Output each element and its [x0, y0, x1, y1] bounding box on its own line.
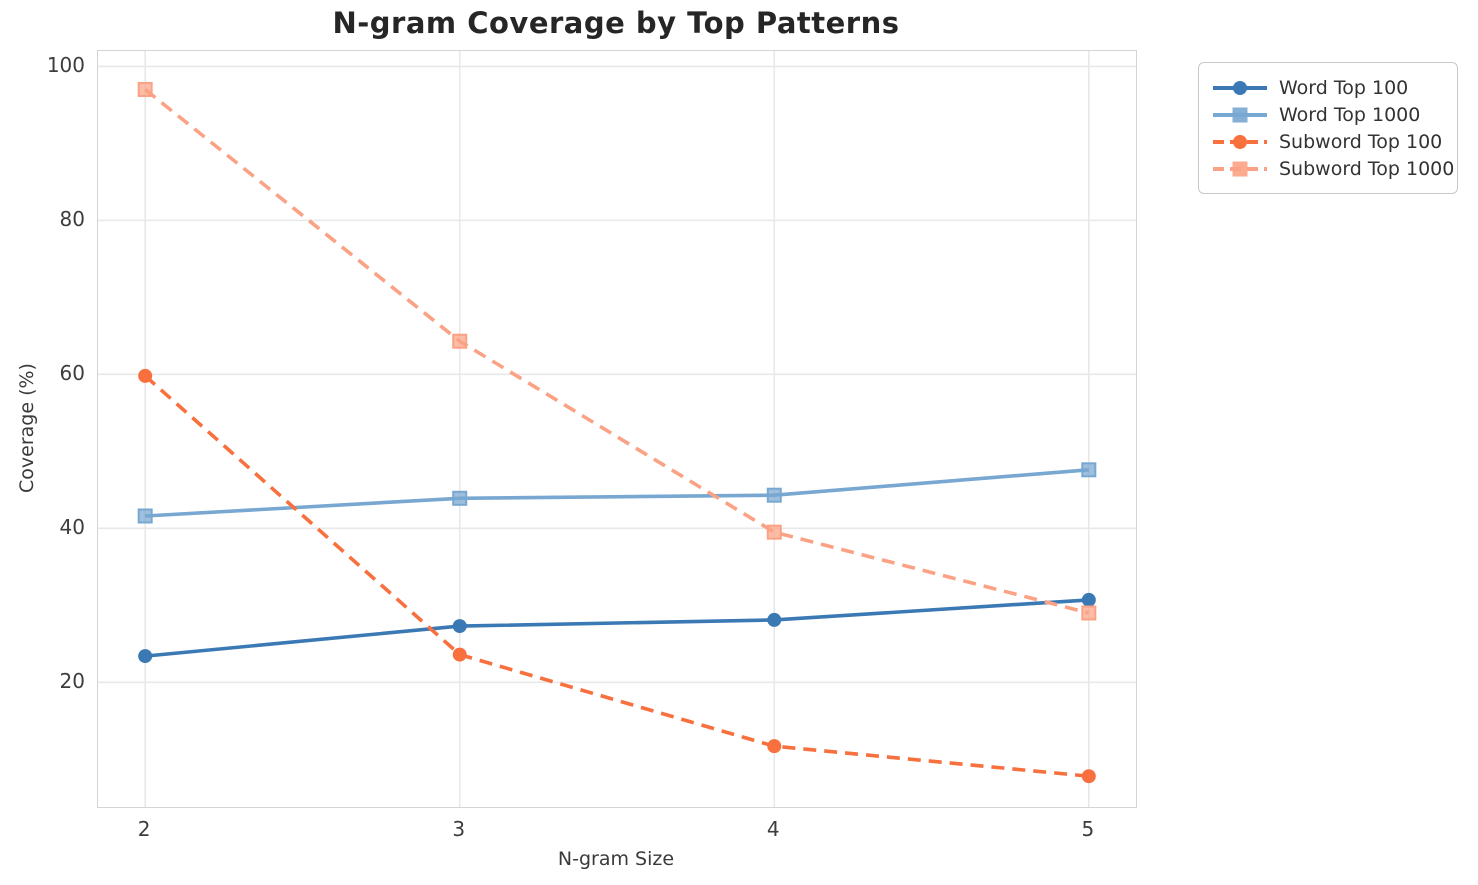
- data-point-subword-top-1000: [452, 333, 468, 349]
- data-point-word-top-1000: [1081, 462, 1097, 478]
- square-marker-icon: [1232, 161, 1248, 176]
- x-axis-label: N-gram Size: [557, 848, 675, 870]
- y-tick-label: 40: [59, 515, 85, 540]
- legend-label: Subword Top 1000: [1279, 157, 1455, 180]
- y-tick-label: 60: [59, 361, 85, 386]
- series-line-word-top-100: [145, 598, 1089, 658]
- data-point-subword-top-1000: [766, 524, 782, 540]
- data-point-word-top-1000: [452, 490, 468, 506]
- y-tick-label: 100: [46, 53, 85, 78]
- series-line-subword-top-100: [143, 374, 1089, 778]
- series-line-subword-top-1000: [144, 88, 1090, 615]
- legend-line-solid-circle-icon: [1213, 79, 1267, 97]
- data-point-word-top-100: [1081, 592, 1096, 607]
- x-tick-label: 5: [1081, 817, 1095, 841]
- circle-marker-icon: [1233, 80, 1247, 95]
- y-tick-label: 80: [59, 207, 85, 232]
- legend-label: Word Top 100: [1279, 76, 1409, 99]
- x-tick-label: 2: [137, 817, 151, 841]
- data-point-word-top-100: [767, 612, 782, 627]
- legend-item-subword-top-100: Subword Top 100: [1213, 128, 1443, 155]
- chart-canvas: [98, 51, 1136, 807]
- legend: Word Top 100 Word Top 1000 Subword Top 100…: [1198, 62, 1458, 194]
- legend-label: Subword Top 100: [1279, 130, 1443, 153]
- data-point-subword-top-100: [1081, 769, 1096, 784]
- data-point-subword-top-100: [138, 368, 153, 383]
- data-point-subword-top-100: [452, 647, 467, 662]
- data-point-word-top-1000: [766, 487, 782, 503]
- square-marker-icon: [1232, 107, 1248, 122]
- chart-title: N-gram Coverage by Top Patterns: [332, 6, 900, 40]
- data-point-word-top-1000: [137, 508, 153, 524]
- data-point-subword-top-1000: [1081, 605, 1097, 621]
- legend-line-solid-square-icon: [1213, 106, 1267, 124]
- legend-item-subword-top-1000: Subword Top 1000: [1213, 155, 1454, 182]
- data-point-subword-top-100: [767, 739, 782, 754]
- legend-line-dashed-square-icon: [1213, 160, 1267, 178]
- y-tick-label: 20: [59, 669, 85, 694]
- x-tick-label: 4: [766, 817, 780, 841]
- data-point-word-top-100: [138, 649, 153, 664]
- plot-area: [97, 50, 1137, 808]
- circle-marker-icon: [1233, 134, 1247, 149]
- data-point-word-top-100: [452, 619, 467, 634]
- series-line-word-top-1000: [145, 468, 1089, 518]
- legend-line-dashed-circle-icon: [1213, 133, 1267, 151]
- legend-item-word-top-1000: Word Top 1000: [1213, 101, 1443, 128]
- legend-label: Word Top 1000: [1279, 103, 1421, 126]
- x-tick-label: 3: [452, 817, 466, 841]
- data-point-subword-top-1000: [137, 81, 153, 97]
- legend-item-word-top-100: Word Top 100: [1213, 74, 1443, 101]
